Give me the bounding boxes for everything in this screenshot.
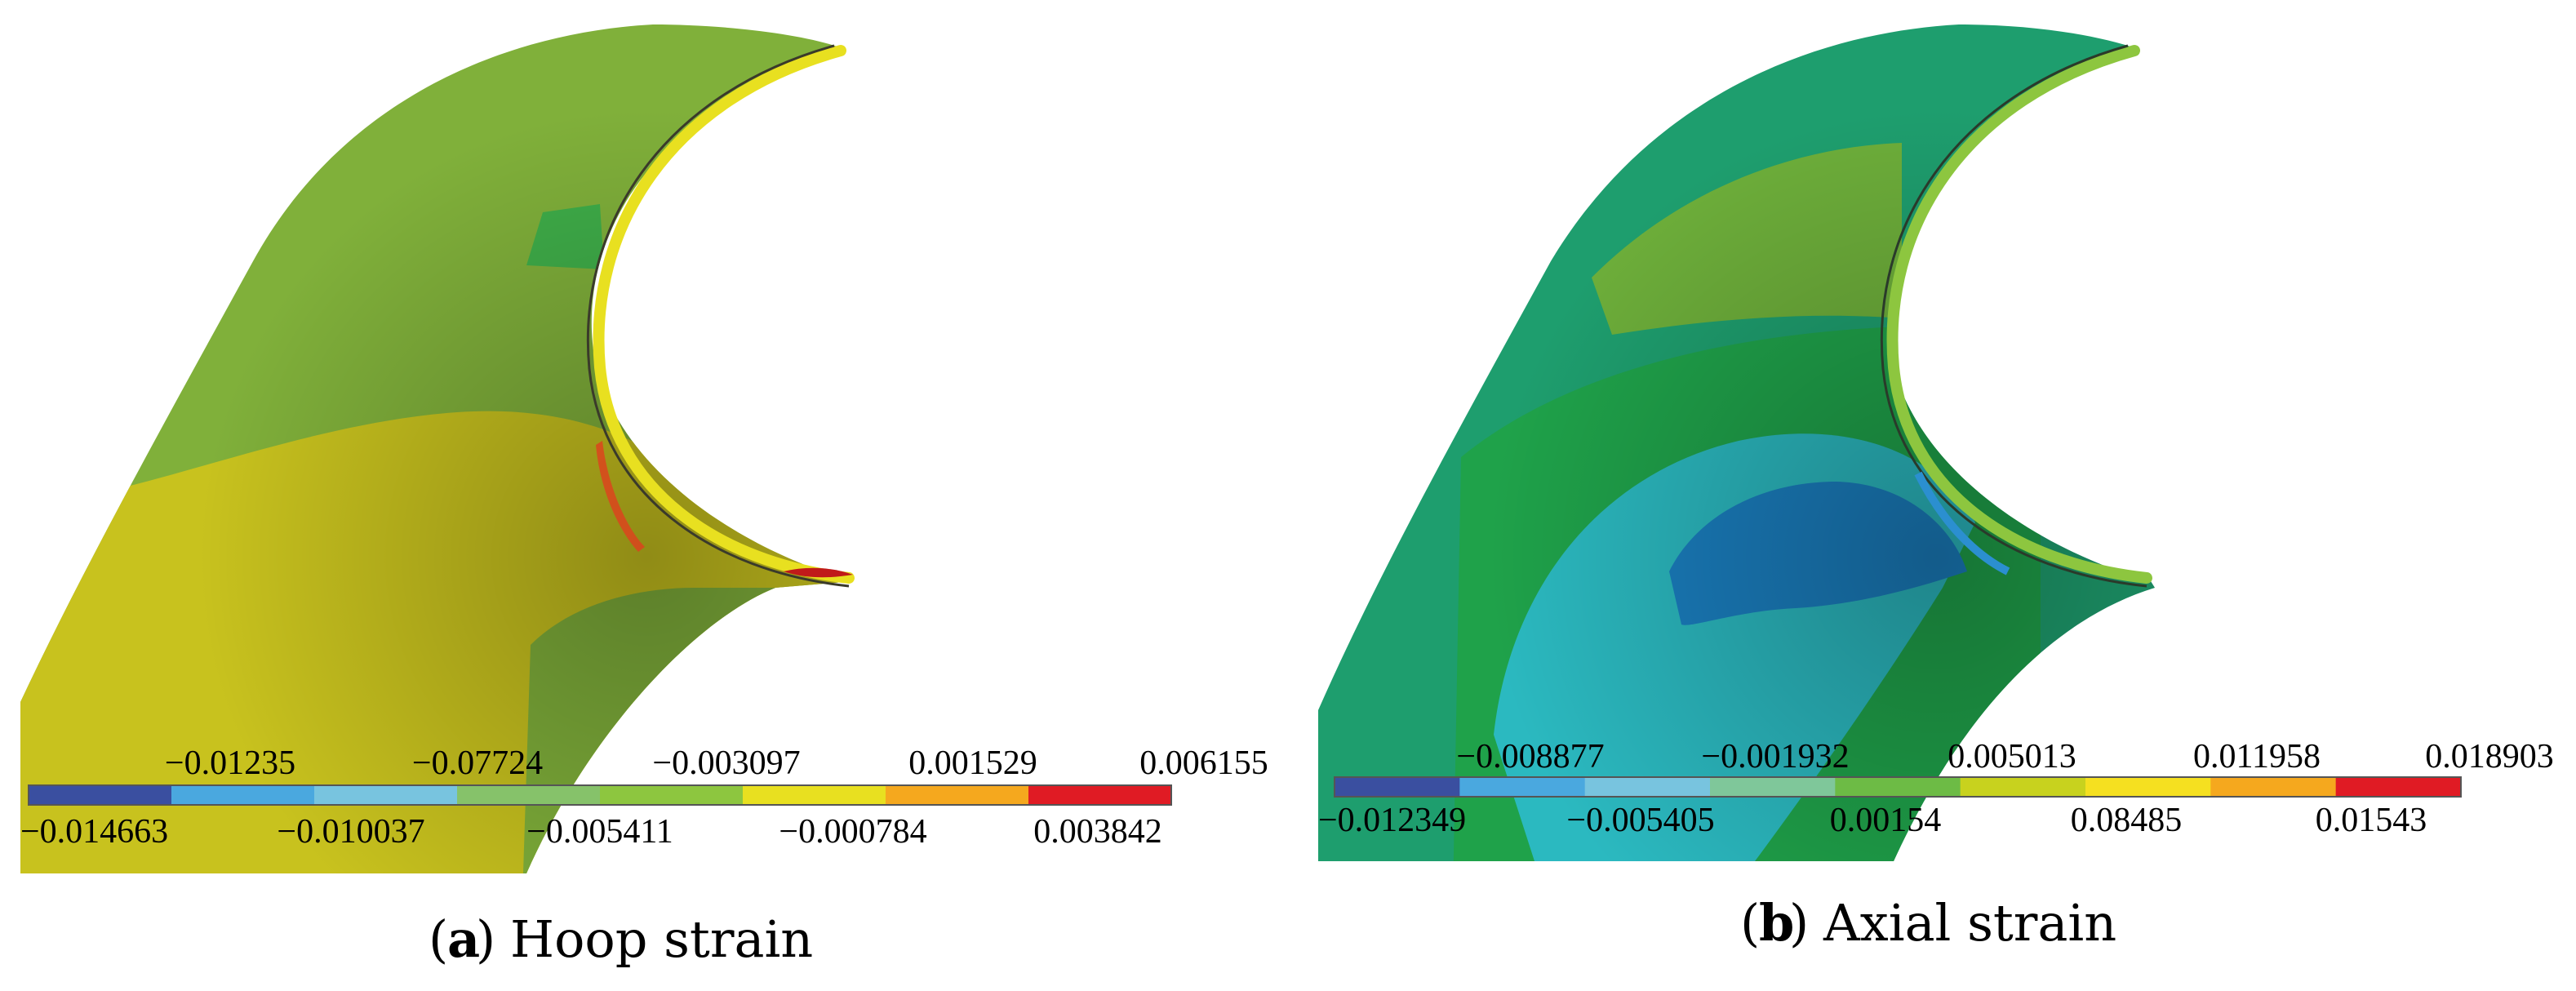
legend-a-top-label: −0.003097 [652,744,800,782]
legend-a-bottom-label: 0.003842 [1033,813,1162,851]
hoop-inner-rim-edge [586,44,850,588]
caption-a-letter: a [447,909,480,969]
hoop-rim-hotspot [596,441,645,552]
legend-a-bottom-label: −0.010037 [277,813,424,851]
panel-a: −0.01235 −0.07724 −0.003097 0.001529 0.00615… [20,24,1268,969]
legend-a-swatch [457,785,601,805]
legend-a-bottom-label: −0.005411 [526,813,673,851]
legend-b-colorbar [1335,777,2462,797]
legend-b-top-labels: −0.008877 −0.001932 0.005013 0.011958 0.0189… [1456,738,2553,775]
legend-b-swatch [2335,777,2462,797]
legend-b-bottom-label: −0.005405 [1566,802,1714,839]
legend-a-swatch [743,785,886,805]
legend-a-frame [28,784,1172,806]
legend-a-top-label: 0.006155 [1139,744,1268,782]
legend-a-swatch [600,785,744,805]
legend-b-frame [1334,776,2462,798]
legend-b-top-label: 0.011958 [2193,738,2321,775]
legend-b-swatch [1710,777,1836,797]
caption-a-open-paren: ( [429,909,448,969]
axial-inner-rim-edge [1880,44,2147,588]
legend-a-top-label: −0.01235 [165,744,295,782]
hoop-rim-tip-hotspot [784,567,853,578]
legend-b-bottom-label: 0.01543 [2316,802,2427,839]
legend-a-bottom-label: −0.000784 [779,813,926,851]
panel-b: −0.008877 −0.001932 0.005013 0.011958 0.0189… [1318,24,2554,953]
legend-b-bottom-labels: −0.012349 −0.005405 0.00154 0.08485 0.01543 [1318,802,2427,839]
legend-a-swatch [171,785,315,805]
legend-b-top-label: −0.008877 [1456,738,1604,775]
legend-b-top-label: −0.001932 [1701,738,1849,775]
legend-b-swatch [2210,777,2337,797]
legend-b-swatch [1835,777,1961,797]
legend-b-swatch [1584,777,1711,797]
legend-b-swatch [1459,777,1586,797]
caption-a-close-paren: ) [476,909,495,969]
caption-b-close-paren: ) [1789,893,1809,953]
legend-a-top-label: 0.001529 [908,744,1037,782]
legend-b-bottom-label: 0.00154 [1830,802,1942,839]
legend-b-swatch [1960,777,2086,797]
legend-b-bottom-label: 0.08485 [2071,802,2183,839]
legend-b-swatch [2085,777,2211,797]
caption-b: ( b ) Axial strain [1740,893,2116,953]
legend-a-swatch [29,785,172,805]
hoop-inner-rim [593,45,855,584]
legend-b: −0.008877 −0.001932 0.005013 0.011958 0.0189… [1318,738,2554,839]
legend-a-top-label: −0.07724 [412,744,543,782]
legend-a-swatch [1028,785,1172,805]
legend-a-colorbar [29,785,1172,805]
legend-a: −0.01235 −0.07724 −0.003097 0.001529 0.00615… [20,744,1268,851]
legend-a-swatch [886,785,1029,805]
caption-b-text: Axial strain [1823,893,2116,953]
caption-a: ( a ) Hoop strain [429,909,813,969]
legend-b-swatch [1335,777,1460,797]
axial-rim-blue-section [1914,471,2010,575]
legend-a-top-labels: −0.01235 −0.07724 −0.003097 0.001529 0.00615… [165,744,1268,782]
caption-a-text: Hoop strain [510,909,813,969]
legend-b-top-label: 0.018903 [2425,738,2554,775]
caption-b-open-paren: ( [1740,893,1760,953]
legend-a-bottom-label: −0.014663 [20,813,168,851]
legend-a-bottom-labels: −0.014663 −0.010037 −0.005411 −0.000784 0.00… [20,813,1162,851]
legend-b-top-label: 0.005013 [1948,738,2076,775]
legend-a-swatch [314,785,458,805]
caption-b-letter: b [1759,893,1794,953]
legend-b-bottom-label: −0.012349 [1318,802,1466,839]
axial-inner-rim [1886,45,2152,584]
